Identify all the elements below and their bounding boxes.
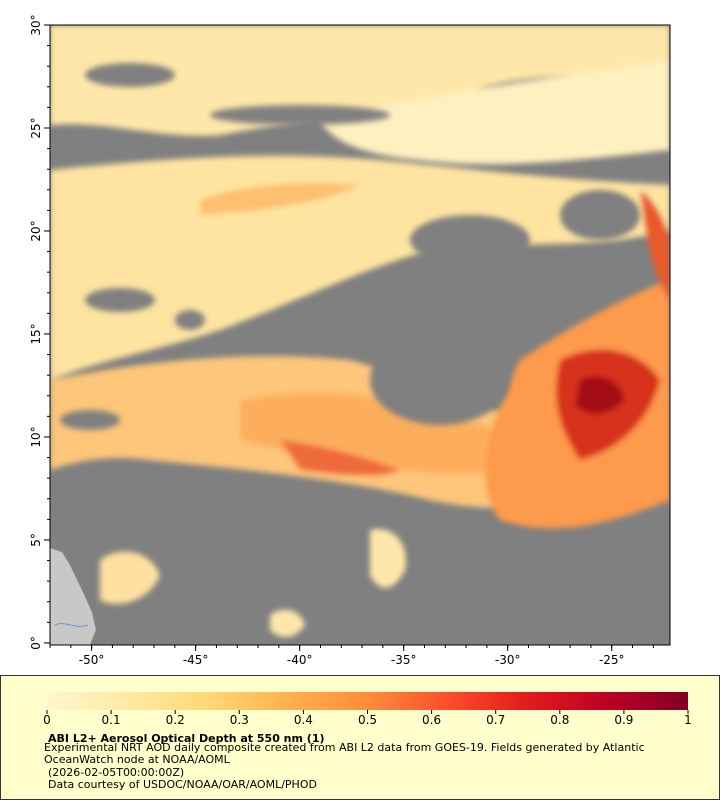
map-frame	[49, 24, 671, 646]
colorbar-tick-label: 0.5	[358, 713, 377, 727]
map-image	[50, 25, 670, 645]
y-tick-label: 10°	[29, 426, 43, 447]
colorbar-ticks: 0 0.1 0.2 0.3 0.4 0.5 0.6 0.7 0.8 0.9 1	[43, 710, 692, 727]
caption-credit: Data courtesy of USDOC/NOAA/OAR/AOML/PHO…	[48, 778, 317, 791]
colorbar-tick-label: 0.2	[166, 713, 185, 727]
colorbar-tick-label: 0.3	[230, 713, 249, 727]
x-tick-label: -40°	[287, 653, 313, 667]
colorbar-tick-label: 0.4	[294, 713, 313, 727]
y-tick-label: 15°	[29, 323, 43, 344]
x-tick-label: -50°	[79, 653, 105, 667]
x-tick-label: -45°	[183, 653, 209, 667]
caption-description-box: Experimental NRT AOD daily composite cre…	[44, 742, 645, 766]
x-tick-label: -25°	[599, 653, 625, 667]
colorbar-tick-label: 0.9	[614, 713, 633, 727]
x-tick-label: -35°	[391, 653, 417, 667]
y-tick-label: 5°	[29, 533, 43, 547]
caption-title: ABI L2+ Aerosol Optical Depth at 550 nm …	[48, 732, 325, 745]
y-tick-label: 0°	[29, 636, 43, 650]
y-tick-label: 20°	[29, 220, 43, 241]
axes: -50° -45° -40° -35° -30° -25° 0° 5° 10° 15° 20° 25°…	[29, 14, 654, 667]
colorbar-tick-label: 0.6	[422, 713, 441, 727]
colorbar	[47, 692, 688, 710]
caption-description: Experimental NRT AOD daily composite cre…	[44, 742, 645, 766]
y-tick-label: 25°	[29, 117, 43, 138]
x-tick-label: -30°	[495, 653, 521, 667]
colorbar-tick-label: 0	[43, 713, 51, 727]
colorbar-tick-label: 0.7	[486, 713, 505, 727]
colorbar-tick-label: 0.8	[550, 713, 569, 727]
y-tick-label: 30°	[29, 14, 43, 35]
colorbar-tick-label: 1	[684, 713, 692, 727]
caption-timestamp: (2026-02-05T00:00:00Z)	[48, 766, 184, 779]
colorbar-tick-label: 0.1	[102, 713, 121, 727]
